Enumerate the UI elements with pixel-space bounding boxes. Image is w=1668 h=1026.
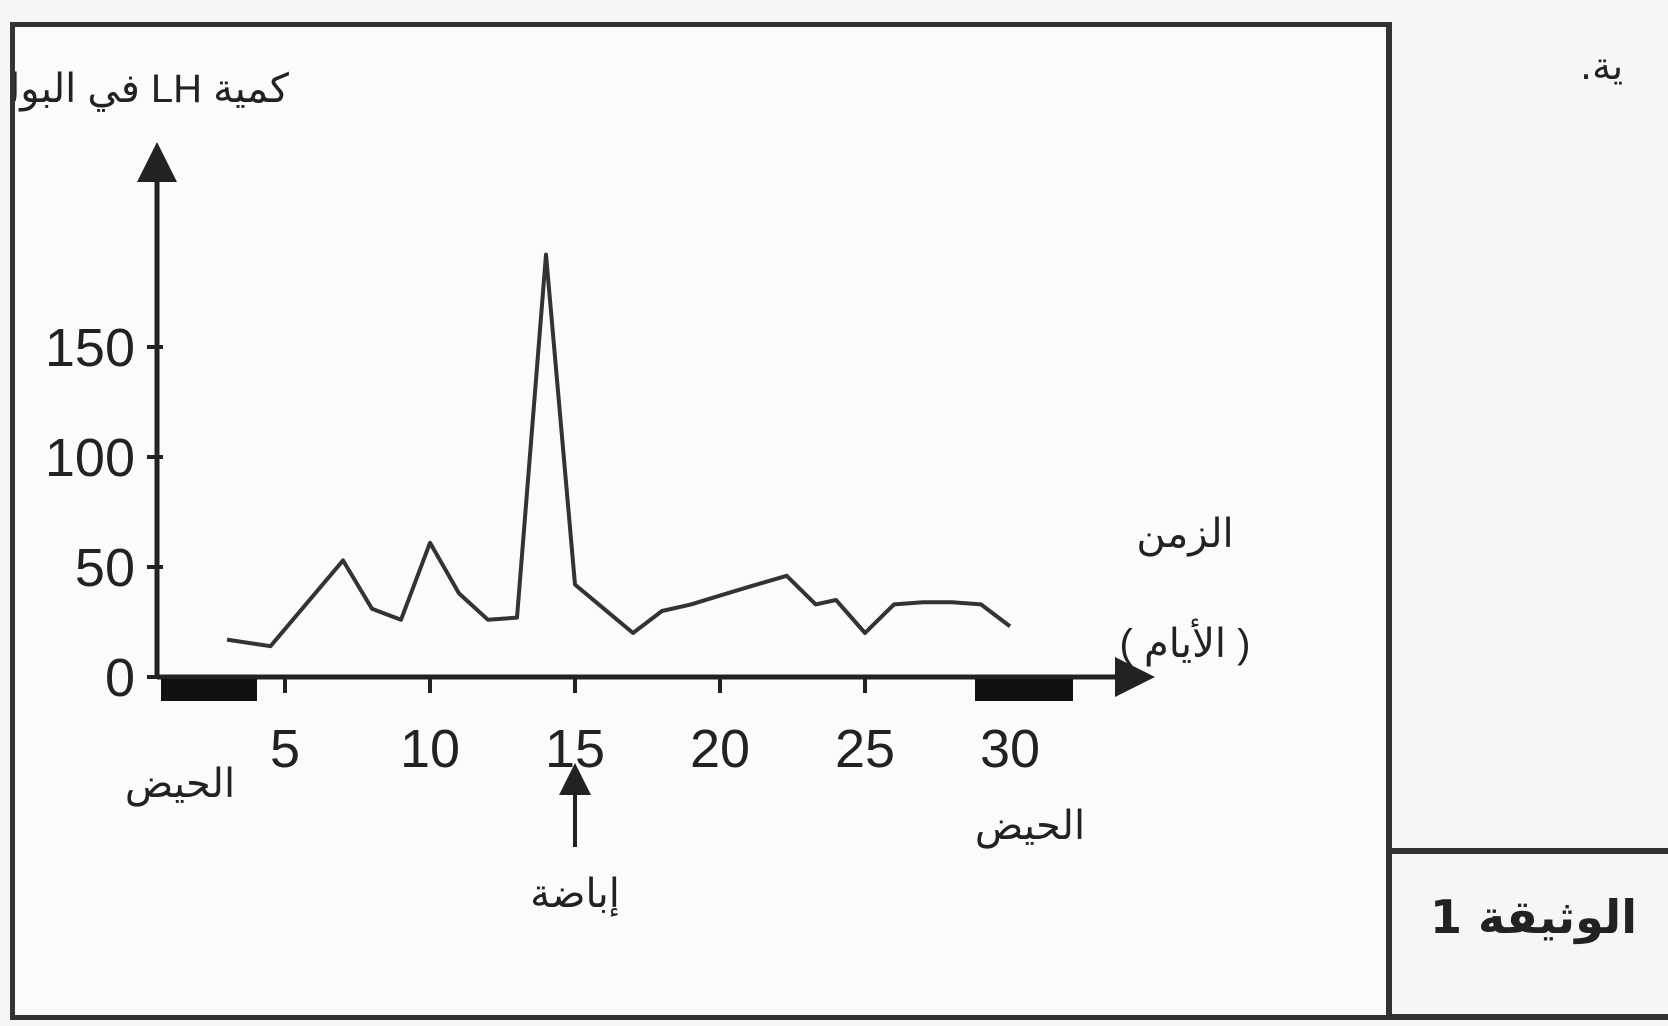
x-tick-label-25: 25	[835, 719, 895, 779]
x-tick-label-20: 20	[690, 719, 750, 779]
x-axis-label-line2: ( الأيام )	[1120, 618, 1251, 667]
y-tick-label-50: 50	[75, 538, 135, 598]
axes	[137, 142, 1155, 697]
menstruation-label-start: الحيض	[125, 762, 235, 807]
y-tick-label-0: 0	[105, 648, 135, 708]
x-tick-label-30: 30	[980, 719, 1040, 779]
lh-series-line	[226, 252, 1012, 649]
ovulation-label: إباضة	[530, 872, 620, 917]
document-label: الوثيقة 1	[1430, 890, 1637, 944]
lh-chart: كمية LH في البول الزمن ( الأيام ) 0 50 100…	[15, 67, 1251, 917]
y-tick-label-100: 100	[45, 428, 135, 488]
menstruation-bars	[161, 679, 1073, 701]
x-tick-label-15: 15	[545, 719, 605, 779]
menstruation-bar-end	[975, 679, 1073, 701]
menstruation-bar-start	[161, 679, 257, 701]
x-axis-label-line1: الزمن	[1136, 512, 1233, 557]
table-bottom-border	[1392, 1014, 1668, 1020]
menstruation-label-end: الحيض	[975, 804, 1085, 849]
x-tick-label-10: 10	[400, 719, 460, 779]
chart-frame: كمية LH في البول الزمن ( الأيام ) 0 50 100…	[10, 22, 1392, 1020]
x-tick-label-5: 5	[270, 719, 300, 779]
y-tick-label-150: 150	[45, 318, 135, 378]
annotations: إباضة الحيض الحيض	[125, 762, 1085, 917]
text-fragment: ية.	[1580, 44, 1624, 88]
ticks: 0 50 100 150 5 10 15 20 25 30	[45, 318, 1040, 779]
plot-area	[226, 252, 1012, 649]
y-axis-label: كمية LH في البول	[15, 67, 290, 112]
table-divider	[1392, 848, 1668, 854]
